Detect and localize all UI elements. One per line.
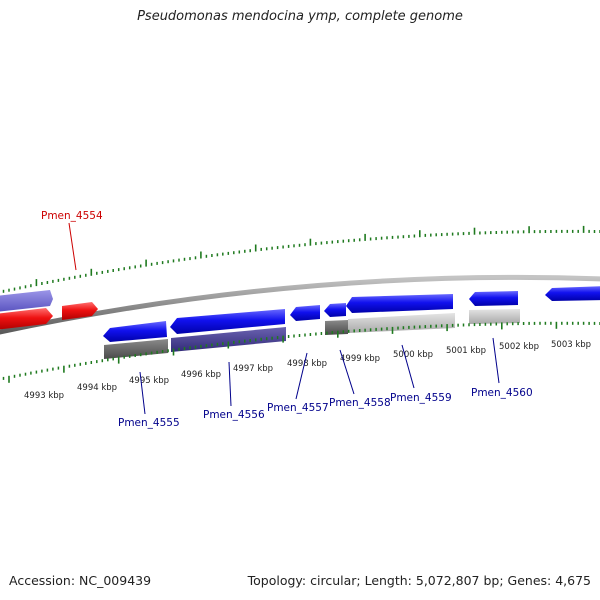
- ruler-label: 4995 kbp: [129, 376, 169, 386]
- gene-label-pmen4554: Pmen_4554: [41, 210, 103, 222]
- gene-label-pmen4555: Pmen_4555: [118, 417, 180, 429]
- bar-navy-4556: [171, 327, 286, 352]
- gene-arrow-pmen4556: [170, 309, 285, 334]
- gene-arrow-pmen4559: [346, 294, 453, 313]
- gene-label-pmen4560: Pmen_4560: [471, 387, 533, 399]
- gene-arrow-red-left: [0, 308, 53, 330]
- leader-line-pmen4557: [295, 352, 308, 400]
- map-title: Pseudomonas mendocina ymp, complete geno…: [137, 9, 463, 24]
- gene-arrow-pmen4560: [469, 291, 518, 306]
- strand-track-genes: [103, 286, 600, 342]
- gene-arrow-pmen4555: [103, 321, 167, 342]
- gene-label-pmen4558: Pmen_4558: [329, 397, 391, 409]
- gene-arrow-red-pmen4554: [62, 302, 98, 320]
- ruler-label: 5002 kbp: [499, 342, 539, 352]
- outer-tick-ring: [2, 225, 600, 293]
- gene-label-pmen4559: Pmen_4559: [390, 392, 452, 404]
- genome-summary-text: Topology: circular; Length: 5,072,807 bp…: [247, 573, 591, 588]
- gene-labels: Pmen_4554 Pmen_4555 Pmen_4556 Pmen_4557 …: [41, 210, 533, 429]
- ruler-label: 4994 kbp: [77, 383, 117, 393]
- ruler-labels: 4993 kbp 4994 kbp 4995 kbp 4996 kbp 4997…: [24, 340, 591, 401]
- gene-label-pmen4557: Pmen_4557: [267, 402, 329, 414]
- ruler-label: 5003 kbp: [551, 340, 591, 350]
- top-track-genes: [0, 290, 98, 330]
- ruler-label: 4996 kbp: [181, 370, 221, 380]
- bar-dark-4558: [325, 320, 348, 335]
- gene-arrow-pmen4557: [290, 305, 320, 321]
- ruler-label: 4998 kbp: [287, 359, 327, 369]
- ruler-label: 4999 kbp: [340, 354, 380, 364]
- ruler-label: 4993 kbp: [24, 391, 64, 401]
- ruler-label: 5000 kbp: [393, 350, 433, 360]
- leader-line-pmen4555: [139, 371, 146, 415]
- bar-light-4559: [348, 313, 455, 333]
- leader-line-pmen4559: [401, 344, 415, 389]
- accession-text: Accession: NC_009439: [9, 573, 152, 588]
- leader-line-pmen4556: [228, 361, 232, 407]
- gene-label-pmen4556: Pmen_4556: [203, 409, 265, 421]
- leader-line-pmen4558: [339, 349, 355, 395]
- ruler-label: 5001 kbp: [446, 346, 486, 356]
- leader-line-pmen4560: [492, 337, 500, 384]
- gene-arrow-pmen4558: [324, 303, 346, 317]
- bar-dark-4555: [104, 339, 168, 359]
- bar-light-4560: [469, 309, 520, 324]
- ruler-label: 4997 kbp: [233, 364, 273, 374]
- gene-arrow-purple-left: [0, 290, 53, 312]
- gene-arrow-right-edge: [545, 286, 600, 301]
- leader-line-pmen4554: [68, 222, 77, 271]
- leader-lines: [68, 222, 500, 415]
- inner-tick-ring: [2, 321, 600, 383]
